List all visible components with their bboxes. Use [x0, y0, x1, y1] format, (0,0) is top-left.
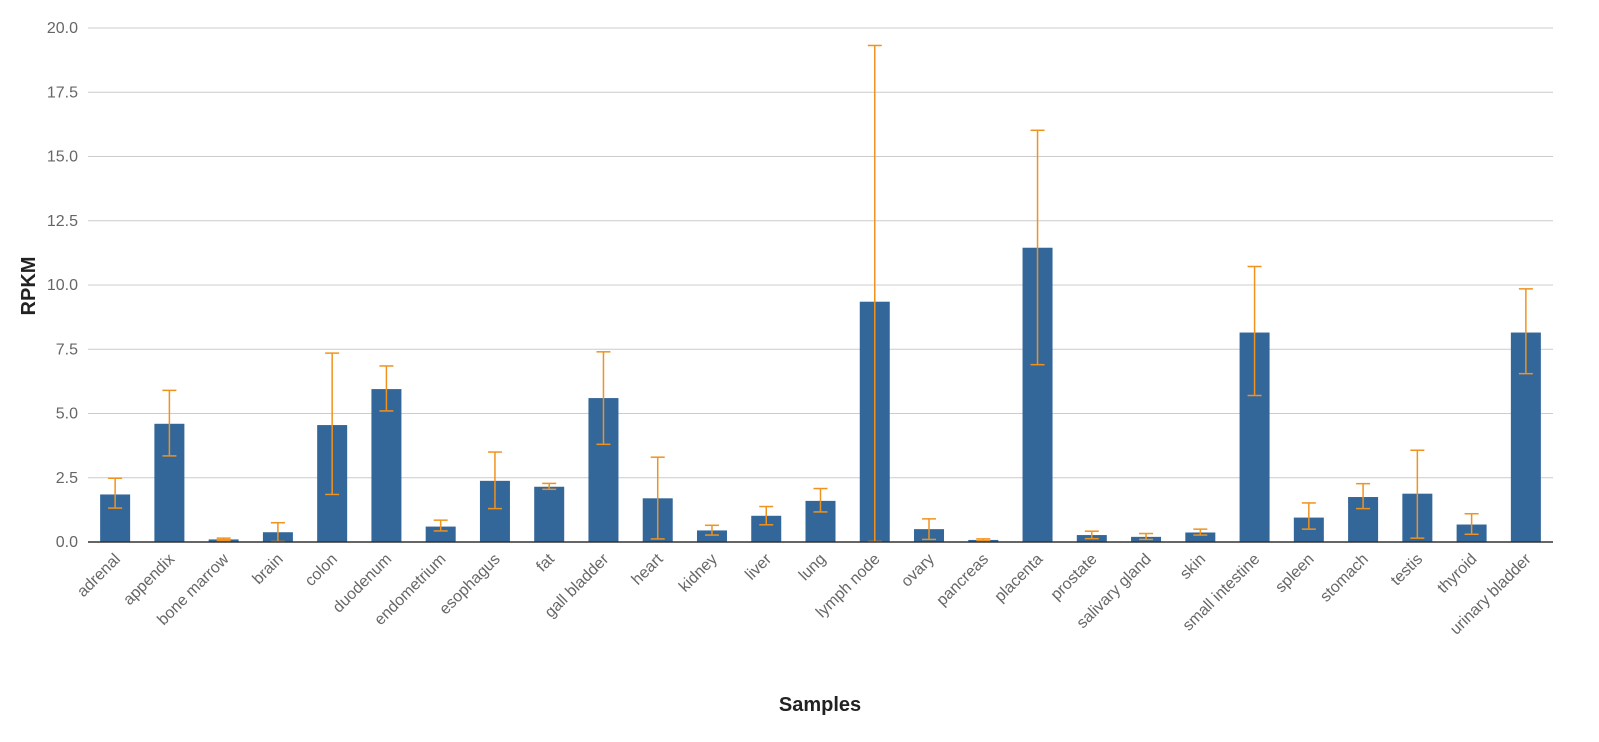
y-tick-label: 10.0 — [47, 277, 78, 294]
error-bar-gall-bladder — [596, 351, 611, 446]
x-category-label: brain — [250, 551, 287, 588]
x-category-label: skin — [1177, 551, 1209, 583]
error-bar-ovary — [922, 518, 937, 541]
error-bar-adrenal — [108, 477, 123, 509]
x-category-label: colon — [302, 551, 341, 590]
error-bar-colon — [325, 352, 340, 496]
y-tick-label: 7.5 — [56, 341, 78, 358]
x-category-label: stomach — [1317, 551, 1372, 606]
error-bar-duodenum — [379, 365, 394, 412]
error-bar-lung — [813, 487, 828, 513]
x-category-label: lung — [796, 551, 829, 584]
y-axis-ticks: 0.0 2.5 5.0 7.5 10.0 12.5 15.0 17.5 20.0 — [47, 20, 78, 551]
x-axis-title: Samples — [779, 694, 861, 716]
bar-kidney — [696, 530, 727, 542]
y-tick-label: 20.0 — [47, 20, 78, 37]
error-bar-bone-marrow — [216, 537, 231, 542]
error-bar-pancreas — [976, 538, 991, 542]
bar-skin — [1185, 532, 1216, 542]
x-category-label: heart — [629, 550, 667, 588]
error-bar-heart — [650, 456, 665, 540]
x-category-label: ovary — [898, 551, 938, 591]
error-bar-testis — [1410, 449, 1425, 539]
x-category-label: appendix — [120, 551, 178, 609]
error-bar-stomach — [1356, 482, 1371, 510]
bar-duodenum — [371, 389, 402, 542]
x-category-label: fat — [533, 550, 558, 575]
error-bar-kidney — [704, 524, 719, 536]
error-bar-salivary-gland — [1139, 532, 1154, 541]
x-category-label: adrenal — [74, 551, 124, 601]
y-tick-label: 17.5 — [47, 84, 78, 101]
error-bar-placenta — [1030, 129, 1045, 366]
x-category-label: prostate — [1048, 551, 1101, 604]
error-bars — [108, 44, 1533, 543]
y-tick-label: 0.0 — [56, 534, 78, 551]
error-bar-spleen — [1301, 502, 1316, 530]
error-bar-thyroid — [1464, 512, 1479, 536]
x-category-label: pancreas — [934, 551, 993, 610]
x-category-label: testis — [1388, 551, 1426, 589]
bar-endometrium — [425, 526, 456, 542]
y-tick-label: 5.0 — [56, 406, 78, 423]
error-bar-small-intestine — [1247, 265, 1262, 397]
y-axis-title: RPKM — [18, 257, 40, 316]
y-tick-label: 12.5 — [47, 213, 78, 230]
error-bar-esophagus — [487, 451, 502, 510]
x-category-label: kidney — [676, 551, 721, 596]
y-tick-label: 2.5 — [56, 470, 78, 487]
y-tick-label: 15.0 — [47, 149, 78, 166]
bar-fat — [534, 486, 565, 542]
error-bar-fat — [542, 482, 557, 491]
error-bar-prostate — [1084, 530, 1099, 540]
error-bar-skin — [1193, 528, 1208, 536]
x-category-label: placenta — [992, 551, 1047, 606]
error-bar-appendix — [162, 389, 177, 457]
error-bar-liver — [759, 505, 774, 526]
x-category-label: liver — [742, 550, 775, 583]
error-bar-endometrium — [433, 519, 448, 532]
x-category-label: thyroid — [1434, 551, 1480, 597]
error-bar-urinary-bladder — [1518, 288, 1533, 375]
gridlines — [88, 27, 1553, 479]
x-category-label: spleen — [1272, 551, 1317, 596]
